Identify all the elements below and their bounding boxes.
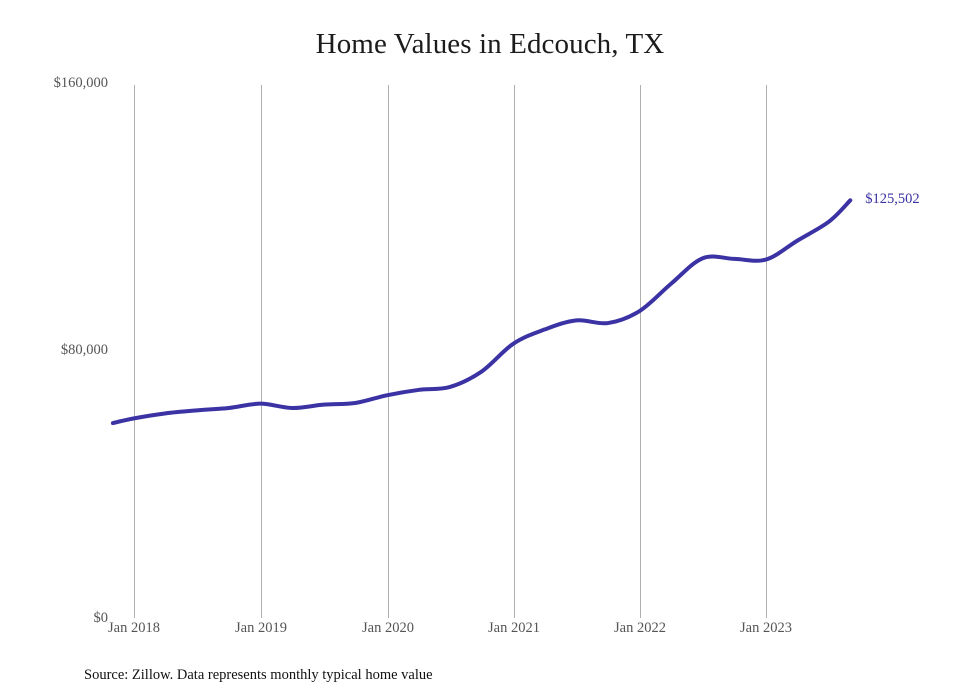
- source-note: Source: Zillow. Data represents monthly …: [84, 667, 433, 683]
- end-value-annotation: $125,502: [865, 191, 920, 208]
- chart-title: Home Values in Edcouch, TX: [315, 28, 665, 60]
- y-tick-label-160000: $160,000: [53, 75, 108, 91]
- y-tick-label-80000: $80,000: [60, 342, 108, 358]
- x-tick-label-jan-2019: Jan 2019: [235, 620, 287, 636]
- x-tick-label-jan-2020: Jan 2020: [362, 620, 414, 636]
- x-tick-label-jan-2021: Jan 2021: [488, 620, 540, 636]
- y-tick-label-0: $0: [93, 610, 109, 626]
- gridlines-group: [134, 85, 767, 618]
- x-tick-label-jan-2018: Jan 2018: [108, 620, 160, 636]
- data-series-group: [110, 198, 853, 426]
- x-tick-label-jan-2022: Jan 2022: [614, 620, 666, 636]
- series-line-typical-home-value: [110, 198, 853, 426]
- x-tick-label-jan-2023: Jan 2023: [740, 620, 792, 636]
